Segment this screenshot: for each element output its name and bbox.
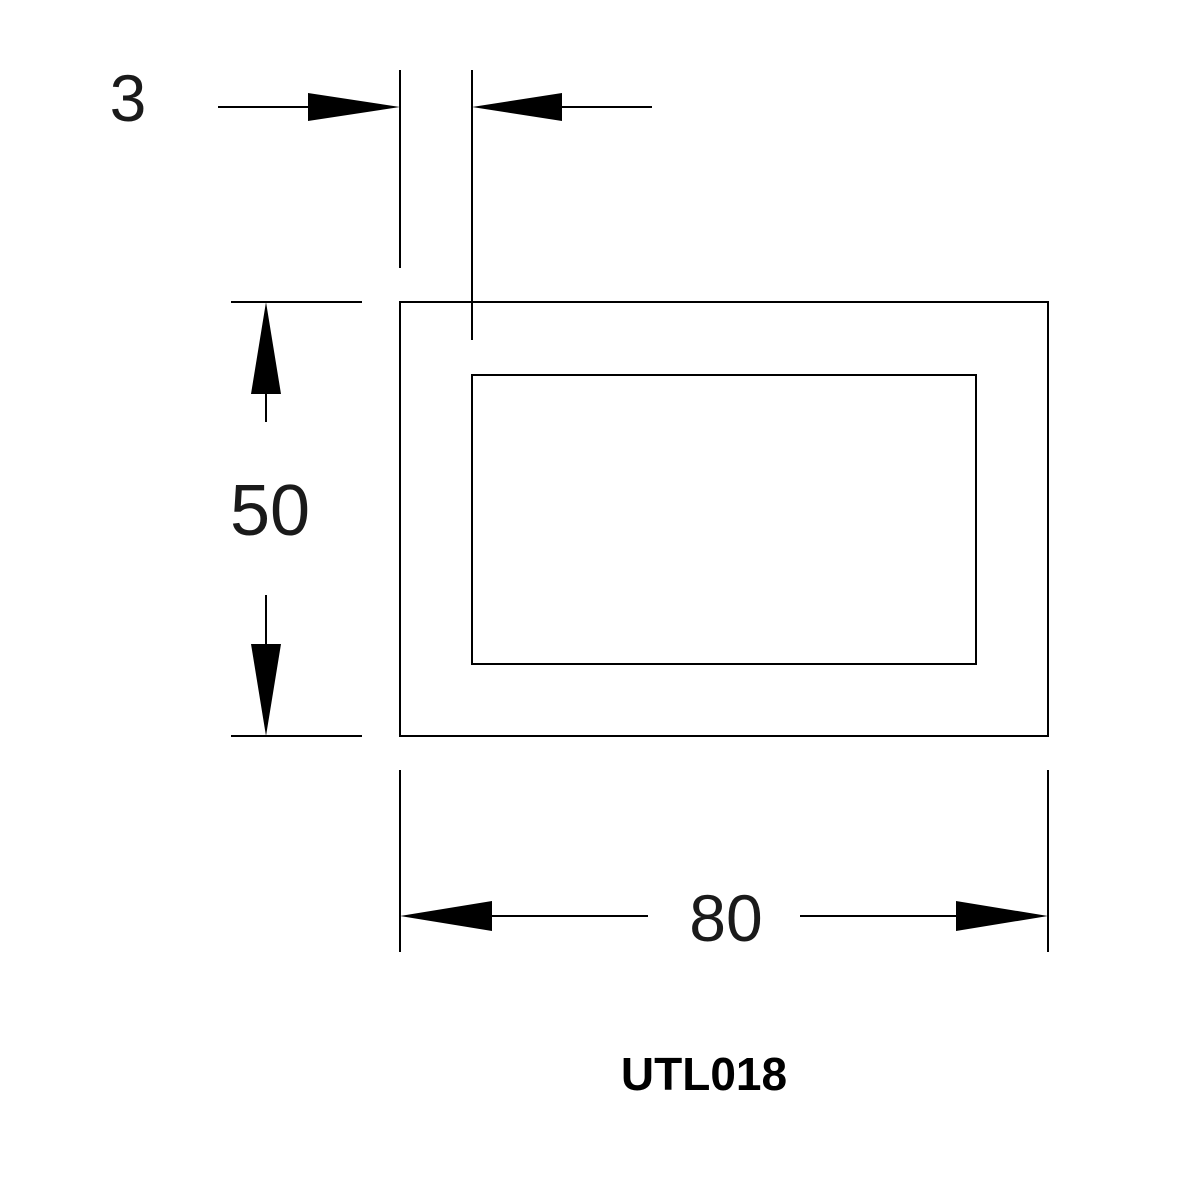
height-arrow-top <box>251 302 281 394</box>
thickness-arrow-left <box>308 93 400 121</box>
thickness-label: 3 <box>110 61 147 135</box>
height-label: 50 <box>230 471 310 551</box>
width-arrow-right <box>956 901 1048 931</box>
width-arrow-left <box>400 901 492 931</box>
thickness-dimension: 3 <box>110 61 652 340</box>
outer-profile <box>399 301 1049 737</box>
inner-profile <box>471 374 977 665</box>
width-dimension: 80 <box>399 770 1049 955</box>
width-label: 80 <box>689 881 762 955</box>
part-code: UTL018 <box>621 1048 787 1100</box>
height-dimension: 50 <box>230 301 362 737</box>
thickness-arrow-right <box>472 93 562 121</box>
height-arrow-bottom <box>251 644 281 736</box>
